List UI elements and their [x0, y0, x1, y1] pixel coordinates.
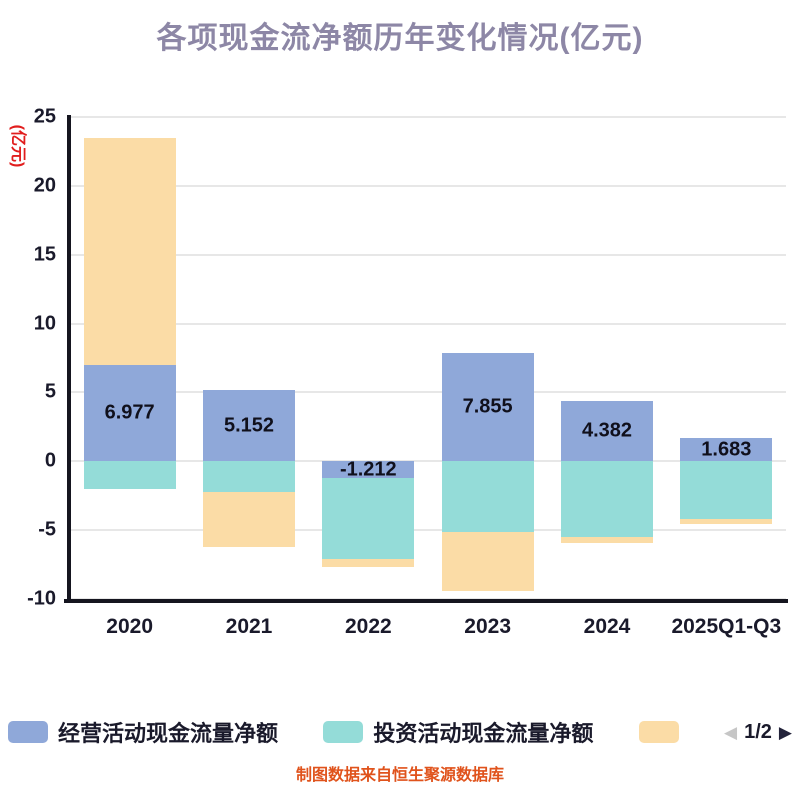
- legend-swatch: [323, 721, 364, 743]
- y-axis-label: 5: [44, 380, 56, 403]
- bar-2024-series-0[interactable]: [561, 400, 653, 462]
- y-axis-label: -10: [27, 587, 56, 610]
- x-axis-label: 2023: [464, 615, 512, 638]
- bar-2021-series-0[interactable]: [203, 390, 295, 462]
- gridline: [70, 253, 786, 256]
- data-label: 5.152: [223, 414, 275, 437]
- x-axis-label: 2024: [583, 615, 631, 638]
- data-label: -1.212: [339, 458, 397, 481]
- bar-2021-series-1[interactable]: [203, 461, 295, 493]
- bar-2023-series-0[interactable]: [441, 353, 534, 462]
- bar-2020-series-0[interactable]: [83, 365, 176, 462]
- bar-2023-series-2[interactable]: [441, 531, 534, 592]
- bar-2020-series-2[interactable]: [83, 137, 176, 366]
- y-axis-label: 20: [33, 174, 56, 197]
- bar-2024-series-2[interactable]: [561, 537, 653, 543]
- y-axis-label: 15: [33, 243, 56, 266]
- bar-2022-series-0[interactable]: [322, 461, 415, 478]
- gridline: [70, 460, 786, 463]
- bar-2022-series-1[interactable]: [322, 477, 415, 559]
- legend-item-0[interactable]: 经营活动现金流量净额: [8, 716, 278, 748]
- x-axis-label: 2020: [106, 615, 154, 638]
- legend-prev-icon[interactable]: ◀: [724, 722, 738, 742]
- bar-2024-series-1[interactable]: [561, 461, 653, 538]
- gridline: [70, 116, 786, 118]
- legend-next-icon[interactable]: ▶: [778, 722, 792, 742]
- legend-item-1[interactable]: 投资活动现金流量净额: [323, 716, 593, 748]
- bar-2025Q1-Q3-series-1[interactable]: [680, 461, 773, 520]
- chart-title: 各项现金流净额历年变化情况(亿元): [156, 22, 644, 55]
- y-axis-line: [67, 115, 71, 603]
- legend: 经营活动现金流量净额 投资活动现金流量净额 ◀ 1/2 ▶: [0, 716, 800, 748]
- gridline: [70, 184, 786, 187]
- legend-page-indicator: 1/2: [744, 720, 772, 743]
- data-label: 4.382: [581, 419, 633, 442]
- legend-label: 投资活动现金流量净额: [373, 721, 594, 746]
- x-axis-label: 2022: [344, 615, 392, 638]
- bar-2021-series-2[interactable]: [203, 492, 295, 548]
- x-axis-label: 2021: [225, 615, 273, 638]
- bar-2025Q1-Q3-series-2[interactable]: [680, 519, 773, 524]
- x-axis-label: 2025Q1-Q3: [671, 615, 782, 638]
- legend-swatch: [8, 721, 48, 743]
- bar-2022-series-2[interactable]: [322, 558, 415, 568]
- y-axis-label: 10: [33, 312, 56, 335]
- legend-item-2[interactable]: [638, 721, 679, 743]
- gridline: [70, 391, 786, 394]
- y-axis-label: 25: [33, 105, 56, 128]
- legend-pagination: ◀ 1/2 ▶: [724, 721, 792, 744]
- x-axis-line: [64, 599, 788, 603]
- bar-2025Q1-Q3-series-0[interactable]: [680, 438, 773, 462]
- data-source-caption: 制图数据来自恒生聚源数据库: [295, 767, 504, 784]
- bar-2020-series-1[interactable]: [83, 461, 176, 489]
- data-label: 7.855: [462, 395, 513, 418]
- y-axis-label: 0: [44, 449, 56, 472]
- bar-2023-series-1[interactable]: [441, 461, 534, 532]
- gridline: [70, 529, 786, 532]
- gridline: [70, 322, 786, 325]
- legend-swatch: [638, 721, 679, 743]
- data-label: 6.977: [104, 401, 155, 424]
- legend-label: 经营活动现金流量净额: [58, 721, 279, 746]
- y-axis-label: -5: [38, 518, 56, 541]
- data-label: 1.683: [701, 438, 752, 461]
